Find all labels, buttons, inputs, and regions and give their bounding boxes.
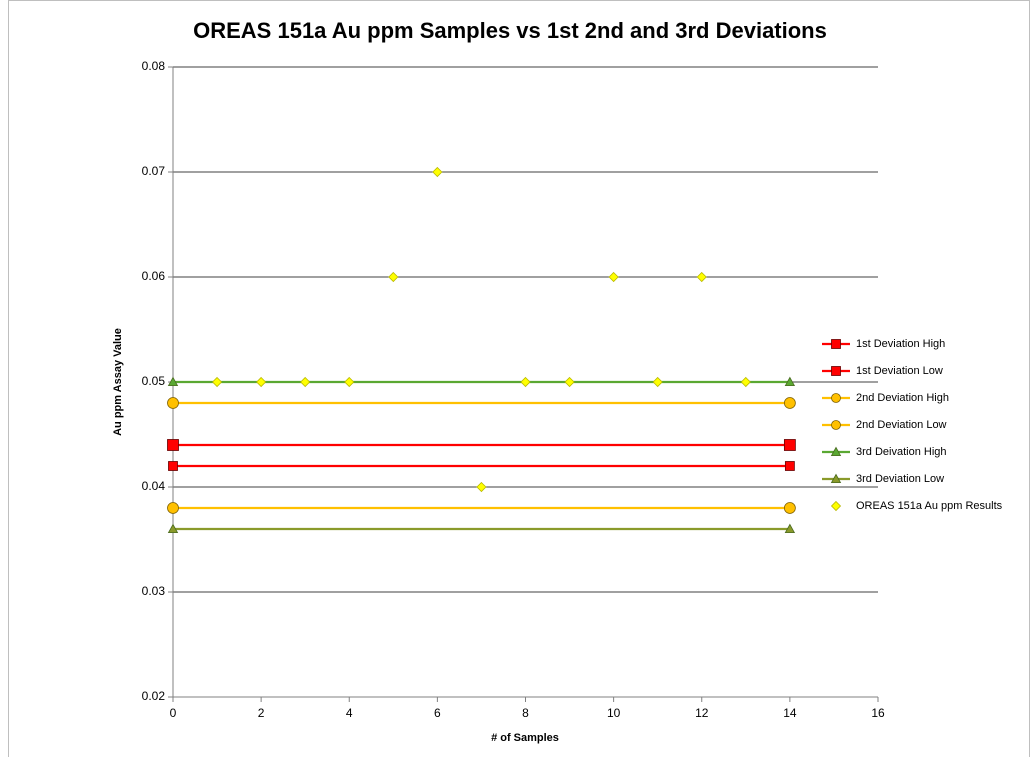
marker [783,502,796,514]
x-tick-label: 8 [522,706,529,720]
legend-label: 1st Deviation High [856,338,945,350]
chart-border [8,0,1030,757]
marker [831,366,841,376]
marker [652,376,663,388]
y-tick-label: 0.06 [142,269,166,283]
marker [783,439,796,451]
legend-label: 2nd Deviation High [856,392,949,404]
x-tick-label: 12 [695,706,709,720]
marker [784,376,796,387]
legend-label: 1st Deviation Low [856,365,943,377]
x-tick-label: 0 [170,706,177,720]
x-tick-label: 14 [783,706,797,720]
legend-label: OREAS 151a Au ppm Results [856,500,1003,512]
legend-label: 2nd Deviation Low [856,419,947,431]
legend-item: 3rd Deviation Low [822,473,944,485]
x-tick-label: 6 [434,706,441,720]
marker [388,271,399,283]
x-tick-label: 4 [346,706,353,720]
marker [300,376,311,388]
x-axis-label: # of Samples [491,732,559,744]
marker [564,376,575,388]
marker [167,523,179,533]
y-tick-label: 0.05 [142,374,166,388]
y-axis-label: Au ppm Assay Value [112,328,124,436]
marker [784,461,795,471]
marker [784,523,796,533]
x-tick-label: 2 [258,706,265,720]
marker [256,376,267,388]
legend-label: 3rd Deviation Low [856,473,944,485]
legend-item: 3rd Deivation High [822,446,947,458]
marker [696,271,707,283]
legend-item: OREAS 151a Au ppm Results [830,500,1003,512]
marker [783,397,796,409]
marker [476,481,487,493]
legend-item: 2nd Deviation Low [822,419,947,431]
chart-title: OREAS 151a Au ppm Samples vs 1st 2nd and… [193,18,827,43]
marker [344,376,355,388]
y-tick-label: 0.02 [142,689,166,703]
marker [167,502,179,514]
marker [830,473,842,484]
marker [831,393,841,403]
y-tick-label: 0.03 [142,584,166,598]
y-tick-label: 0.07 [142,164,166,178]
marker [167,376,179,387]
marker [830,500,842,512]
marker [167,439,179,451]
marker [740,376,751,388]
marker [831,339,841,349]
marker [831,420,841,430]
marker [830,446,842,457]
marker [168,461,178,471]
marker [167,397,179,409]
x-tick-label: 16 [871,706,885,720]
x-tick-label: 10 [607,706,621,720]
legend-label: 3rd Deivation High [856,446,947,458]
marker [432,166,443,178]
marker [211,376,223,388]
legend-item: 2nd Deviation High [822,392,949,404]
legend-item: 1st Deviation Low [822,365,943,377]
marker [608,271,619,283]
legend-item: 1st Deviation High [822,338,945,350]
y-tick-label: 0.08 [142,59,166,73]
y-tick-label: 0.04 [142,479,166,493]
marker [520,376,531,388]
